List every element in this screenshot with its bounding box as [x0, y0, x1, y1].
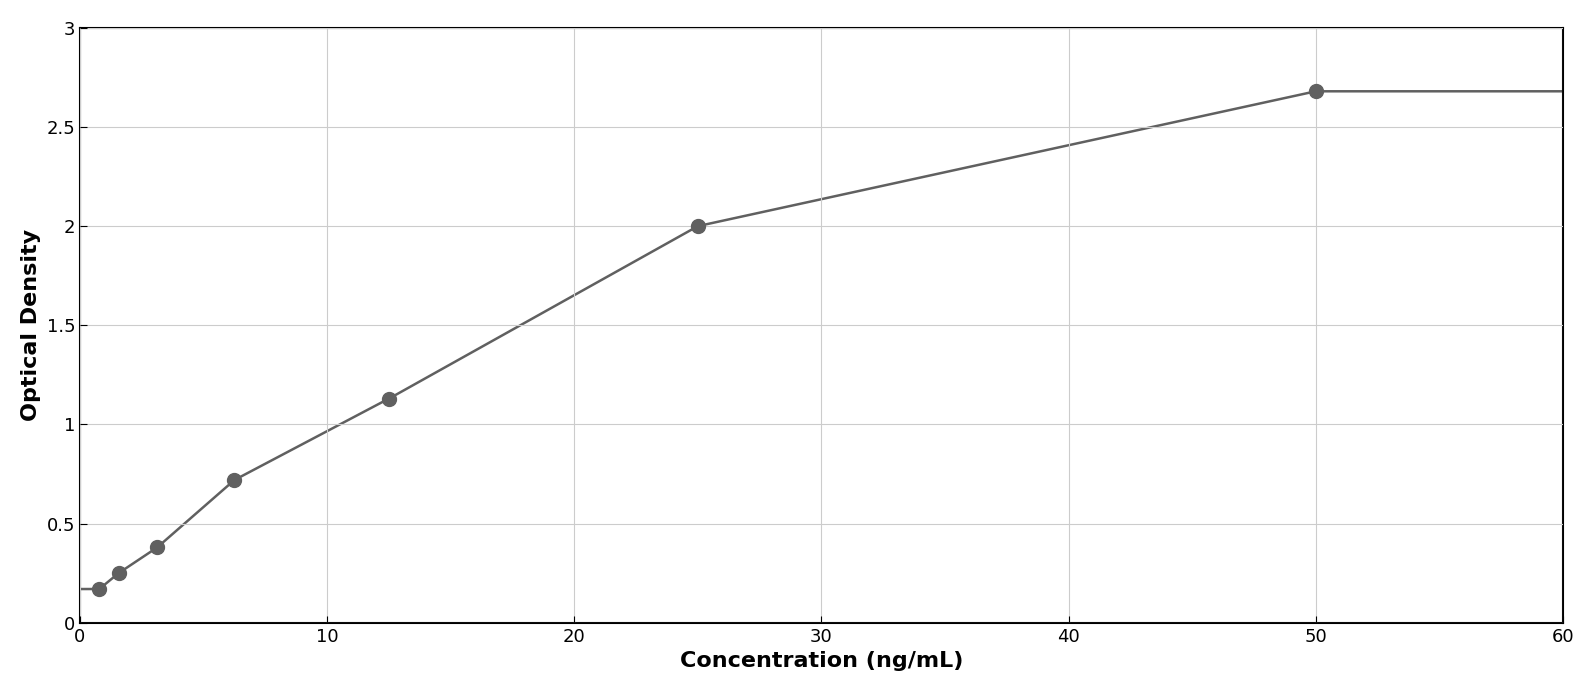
X-axis label: Concentration (ng/mL): Concentration (ng/mL)	[679, 651, 963, 671]
Y-axis label: Optical Density: Optical Density	[21, 229, 41, 421]
Point	[686, 221, 711, 232]
Point	[1303, 86, 1329, 97]
Point	[376, 393, 402, 404]
Point	[145, 542, 171, 553]
Point	[105, 567, 131, 579]
Point	[222, 475, 247, 486]
Point	[86, 583, 112, 594]
